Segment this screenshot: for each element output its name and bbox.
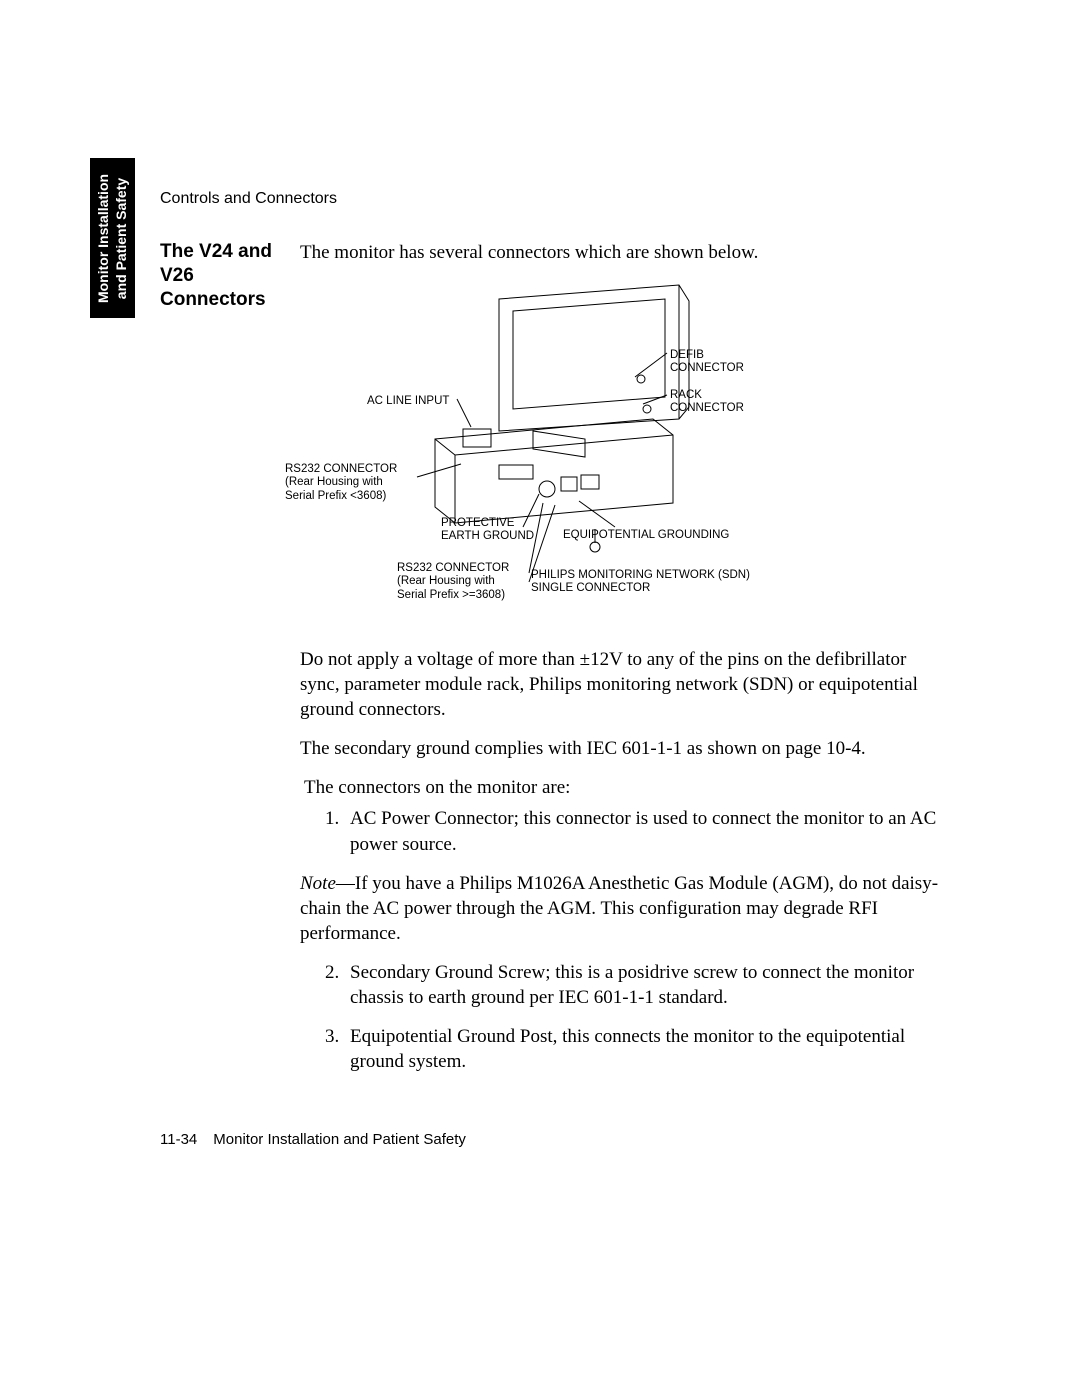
iec-paragraph: The secondary ground complies with IEC 6… <box>300 736 950 761</box>
diagram-label-equi: EQUIPOTENTIAL GROUNDING <box>563 529 729 542</box>
running-header: Controls and Connectors <box>160 190 337 208</box>
diagram-label-rack: RACKCONNECTOR <box>670 389 744 415</box>
connector-list-cont: Secondary Ground Screw; this is a posidr… <box>300 960 950 1074</box>
chapter-tab-text: Monitor Installation and Patient Safety <box>95 173 130 302</box>
chapter-tab-line1: Monitor Installation <box>95 173 111 302</box>
note-text: —If you have a Philips M1026A Anesthetic… <box>300 873 938 944</box>
list-intro: The connectors on the monitor are: <box>300 775 950 800</box>
voltage-warning: Do not apply a voltage of more than ±12V… <box>300 647 950 722</box>
page-footer: 11-34 Monitor Installation and Patient Sa… <box>160 1131 466 1148</box>
note-paragraph: Note—If you have a Philips M1026A Anesth… <box>300 871 950 946</box>
diagram-label-rs232b: RS232 CONNECTOR(Rear Housing withSerial … <box>397 562 509 602</box>
footer-page-number: 11-34 <box>160 1131 197 1148</box>
connector-list: AC Power Connector; this connector is us… <box>300 806 950 856</box>
note-label: Note <box>300 873 336 894</box>
chapter-tab: Monitor Installation and Patient Safety <box>90 158 135 318</box>
section-heading: The V24 and V26 Connectors <box>160 240 300 311</box>
list-item: AC Power Connector; this connector is us… <box>344 806 950 856</box>
diagram-label-rs232a: RS232 CONNECTOR(Rear Housing withSerial … <box>285 463 397 503</box>
diagram-label-sdn: PHILIPS MONITORING NETWORK (SDN)SINGLE C… <box>531 569 750 595</box>
connectors-diagram: DEFIBCONNECTOR RACKCONNECTOR AC LINE INPUT… <box>285 279 935 629</box>
footer-title: Monitor Installation and Patient Safety <box>213 1131 466 1148</box>
diagram-label-acline: AC LINE INPUT <box>367 395 449 408</box>
chapter-tab-line2: and Patient Safety <box>113 177 129 298</box>
intro-paragraph: The monitor has several connectors which… <box>300 240 950 265</box>
page: Monitor Installation and Patient Safety … <box>0 0 1080 1397</box>
list-item: Equipotential Ground Post, this connects… <box>344 1024 950 1074</box>
list-item: Secondary Ground Screw; this is a posidr… <box>344 960 950 1010</box>
diagram-label-defib: DEFIBCONNECTOR <box>670 349 744 375</box>
diagram-label-pe: PROTECTIVEEARTH GROUND <box>441 517 534 543</box>
body-column: The monitor has several connectors which… <box>300 240 950 1088</box>
